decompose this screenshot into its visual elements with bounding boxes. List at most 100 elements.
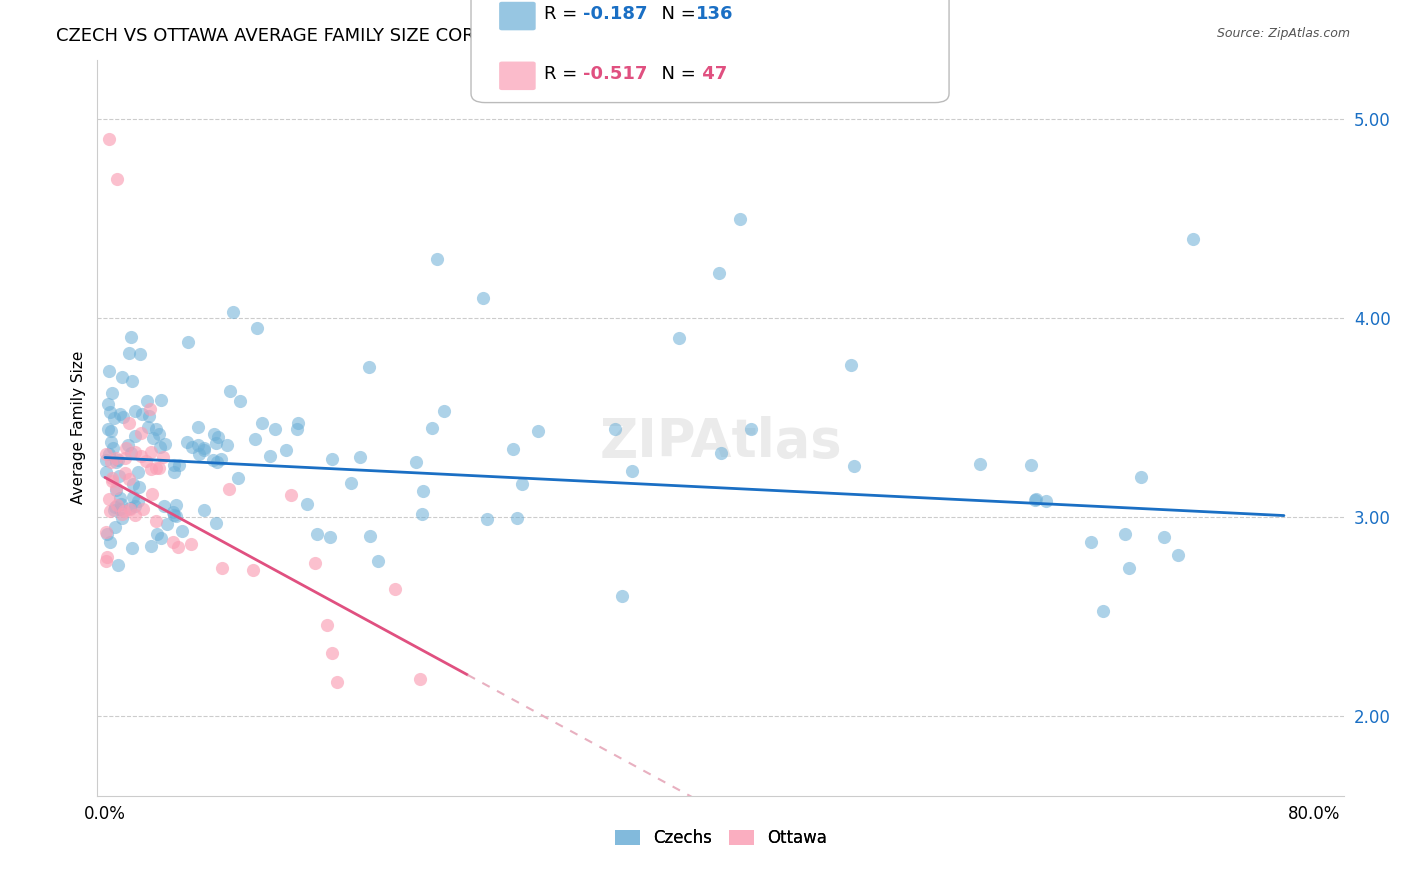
Point: [1080, 535, 1102, 549]
Point: [114, 466, 136, 480]
Point: [136, 420, 159, 434]
Point: [187, 420, 209, 434]
Point: [127, 465, 149, 479]
Point: [193, 503, 215, 517]
Point: [128, 480, 150, 494]
Point: [280, 488, 302, 502]
Point: [433, 404, 456, 418]
Point: [120, 502, 142, 516]
Point: [969, 458, 991, 472]
Point: [121, 541, 143, 556]
Point: [506, 510, 529, 524]
Text: ZIPAtlas: ZIPAtlas: [599, 417, 842, 468]
Point: [1129, 469, 1152, 483]
Point: [321, 647, 343, 661]
Point: [304, 556, 326, 570]
Point: [96, 527, 118, 541]
Point: [422, 420, 444, 434]
Point: [211, 561, 233, 575]
Legend: Czechs, Ottawa: Czechs, Ottawa: [609, 822, 834, 854]
Point: [1025, 491, 1047, 506]
Point: [475, 512, 498, 526]
Point: [136, 393, 159, 408]
Text: -0.187: -0.187: [583, 5, 648, 23]
Y-axis label: Average Family Size: Average Family Size: [72, 351, 86, 504]
Point: [103, 500, 125, 515]
Point: [359, 529, 381, 543]
Point: [512, 477, 534, 491]
Point: [139, 461, 162, 475]
Point: [98, 504, 121, 518]
Point: [1035, 494, 1057, 508]
Point: [122, 490, 145, 504]
Point: [118, 472, 141, 486]
Point: [162, 534, 184, 549]
Point: [411, 507, 433, 521]
Point: [129, 426, 152, 441]
Point: [108, 407, 131, 421]
Point: [105, 483, 128, 497]
Point: [621, 465, 644, 479]
Point: [180, 537, 202, 551]
Point: [100, 455, 122, 469]
Point: [129, 347, 152, 361]
Point: [120, 446, 142, 460]
Point: [405, 455, 427, 469]
Point: [259, 449, 281, 463]
Point: [229, 393, 252, 408]
Point: [101, 471, 124, 485]
Point: [105, 455, 128, 469]
Point: [297, 497, 319, 511]
Point: [177, 335, 200, 350]
Point: [326, 675, 349, 690]
Point: [340, 475, 363, 490]
Point: [124, 429, 146, 443]
Point: [97, 364, 120, 378]
Point: [1182, 232, 1205, 246]
Point: [839, 359, 862, 373]
Point: [96, 524, 118, 539]
Point: [349, 450, 371, 465]
Point: [98, 132, 121, 146]
Point: [409, 673, 432, 687]
Text: 136: 136: [696, 5, 734, 23]
Point: [188, 447, 211, 461]
Point: [526, 425, 548, 439]
Point: [131, 407, 153, 421]
Point: [305, 527, 328, 541]
Text: R =: R =: [544, 5, 583, 23]
Point: [103, 411, 125, 425]
Point: [163, 465, 186, 479]
Point: [167, 540, 190, 554]
Point: [97, 397, 120, 411]
Point: [110, 507, 132, 521]
Point: [217, 437, 239, 451]
Point: [205, 455, 228, 469]
Point: [152, 450, 174, 464]
Point: [118, 501, 141, 516]
Point: [384, 582, 406, 596]
Point: [124, 508, 146, 522]
Text: N =: N =: [650, 65, 702, 83]
Text: -0.517: -0.517: [583, 65, 648, 83]
Point: [114, 451, 136, 466]
Point: [148, 461, 170, 475]
Point: [105, 172, 128, 186]
Point: [412, 483, 434, 498]
Point: [728, 211, 751, 226]
Point: [187, 438, 209, 452]
Point: [110, 491, 132, 505]
Point: [318, 530, 340, 544]
Point: [96, 421, 118, 435]
Text: Source: ZipAtlas.com: Source: ZipAtlas.com: [1216, 27, 1350, 40]
Point: [1167, 548, 1189, 562]
Point: [98, 535, 121, 549]
Point: [96, 466, 118, 480]
Point: [135, 454, 157, 468]
Text: CZECH VS OTTAWA AVERAGE FAMILY SIZE CORRELATION CHART: CZECH VS OTTAWA AVERAGE FAMILY SIZE CORR…: [56, 27, 631, 45]
Point: [502, 442, 524, 456]
Point: [111, 370, 134, 384]
Point: [101, 386, 124, 401]
Point: [162, 505, 184, 519]
Point: [193, 443, 215, 458]
